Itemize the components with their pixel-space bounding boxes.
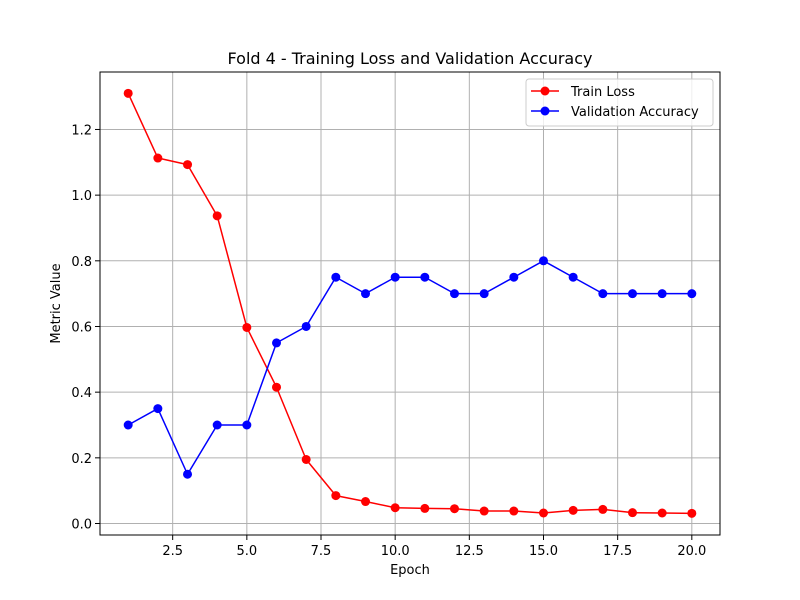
data-point-train-loss [331,491,341,501]
data-point-train-loss [390,503,400,513]
series-line-train-loss [127,93,692,515]
data-point-validation-accuracy [390,272,400,282]
y-tick-label: 0.0 [71,518,92,533]
data-point-validation-accuracy [331,272,341,282]
x-tick-label: 15.0 [529,544,558,559]
x-tick-label: 20.0 [677,544,706,559]
data-point-train-loss [657,508,667,518]
data-point-train-loss [242,322,252,332]
series-line-validation-accuracy [127,260,692,475]
data-point-train-loss [687,508,697,518]
x-tick-label: 10.0 [381,544,410,559]
x-tick-label: 2.5 [162,544,183,559]
y-tick-label: 0.4 [71,386,92,401]
grid-lines [100,72,720,535]
y-tick-label: 0.8 [71,255,92,270]
data-point-train-loss [183,160,193,170]
data-point-validation-accuracy [153,404,163,414]
data-point-train-loss [123,88,133,98]
data-point-train-loss [212,211,222,221]
data-point-validation-accuracy [449,289,459,299]
data-point-validation-accuracy [568,272,578,282]
legend-label-train-loss: Train Loss [570,85,635,100]
x-tick-label: 12.5 [455,544,484,559]
data-point-train-loss [420,503,430,513]
data-point-train-loss [479,506,489,516]
x-tick-label: 7.5 [311,544,332,559]
x-tick-label: 5.0 [236,544,257,559]
data-point-validation-accuracy [420,272,430,282]
x-tick-label: 17.5 [603,544,632,559]
legend-swatch-marker-train-loss [540,86,550,96]
legend-frame [525,78,714,127]
data-point-validation-accuracy [212,420,222,430]
data-point-train-loss [509,506,519,516]
legend-label-validation-accuracy: Validation Accuracy [571,105,699,120]
data-point-validation-accuracy [123,420,133,430]
plot-frame [99,71,721,536]
y-tick-label: 0.2 [71,452,92,467]
data-point-train-loss [538,508,548,518]
chart-title: Fold 4 - Training Loss and Validation Ac… [228,49,593,68]
data-point-validation-accuracy [242,420,252,430]
y-tick-label: 1.2 [71,123,92,138]
data-point-validation-accuracy [509,272,519,282]
y-axis-label: Metric Value [49,263,64,343]
series-train-loss [123,88,697,518]
data-point-validation-accuracy [272,338,282,348]
y-tick-label: 1.0 [71,189,92,204]
data-point-train-loss [449,504,459,514]
x-axis-ticks: 2.5 5.0 7.5 10.0 12.5 15.0 17.5 20.0 [162,535,706,559]
data-point-validation-accuracy [598,289,608,299]
data-point-validation-accuracy [538,256,548,266]
data-point-train-loss [153,153,163,163]
y-tick-label: 0.6 [71,320,92,335]
legend-swatch-marker-validation-accuracy [540,106,550,116]
data-point-train-loss [272,382,282,392]
data-point-train-loss [568,505,578,515]
y-axis-ticks: 0.0 0.2 0.4 0.6 0.8 1.0 1.2 [71,123,100,533]
legend: Train Loss Validation Accuracy [525,78,714,127]
data-point-validation-accuracy [657,289,667,299]
data-point-train-loss [301,454,311,464]
data-point-train-loss [627,508,637,518]
data-point-validation-accuracy [687,289,697,299]
series-validation-accuracy [123,256,697,479]
data-point-validation-accuracy [479,289,489,299]
data-point-validation-accuracy [183,469,193,479]
data-point-validation-accuracy [627,289,637,299]
series-layer [123,88,697,518]
data-point-validation-accuracy [301,321,311,331]
data-point-validation-accuracy [361,289,371,299]
data-point-train-loss [598,504,608,514]
x-axis-label: Epoch [390,563,430,578]
data-point-train-loss [361,497,371,507]
